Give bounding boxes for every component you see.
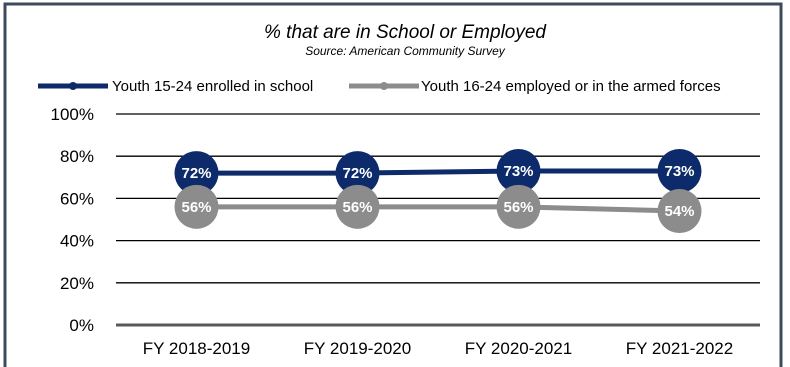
data-label: 56% — [181, 199, 211, 216]
x-tick-label: FY 2019-2020 — [304, 339, 411, 358]
series-line — [196, 204, 680, 214]
data-label: 72% — [181, 165, 211, 182]
data-label: 56% — [503, 199, 533, 216]
gridlines — [116, 113, 760, 327]
data-label: 56% — [342, 199, 372, 216]
data-series: 72% 72% 73% 73% 56% 56% 56% 54% — [174, 148, 702, 234]
data-point — [657, 148, 702, 193]
legend-marker-employed — [380, 82, 388, 90]
data-label: 72% — [342, 165, 372, 182]
x-tick-label: FY 2018-2019 — [143, 339, 250, 358]
x-tick-label: FY 2020-2021 — [465, 339, 572, 358]
series-enrolled: 72% 72% 73% 73% — [174, 148, 702, 196]
data-point — [174, 184, 219, 229]
legend-label-employed: Youth 16-24 employed or in the armed for… — [421, 78, 721, 95]
chart-title: % that are in School or Employed — [264, 22, 547, 43]
x-tick-label: FY 2021-2022 — [626, 339, 733, 358]
data-point — [496, 184, 541, 229]
data-point — [335, 151, 380, 196]
legend-marker-enrolled — [69, 82, 77, 90]
legend-item-employed: Youth 16-24 employed or in the armed for… — [349, 78, 721, 95]
data-point — [496, 148, 541, 193]
x-axis-ticks: FY 2018-2019 FY 2019-2020 FY 2020-2021 FY 2… — [143, 339, 733, 358]
y-tick-label: 40% — [60, 232, 94, 251]
y-tick-label: 20% — [60, 274, 94, 293]
y-tick-label: 100% — [51, 105, 94, 124]
y-axis-ticks: 0% 20% 40% 60% 80% 100% — [51, 105, 94, 335]
y-tick-label: 80% — [60, 147, 94, 166]
legend-item-enrolled: Youth 15-24 enrolled in school — [38, 78, 313, 95]
data-point — [174, 151, 219, 196]
data-label: 73% — [503, 163, 533, 180]
chart-subtitle: Source: American Community Survey — [305, 44, 506, 58]
chart-border — [3, 2, 783, 367]
series-line — [196, 168, 680, 176]
y-tick-label: 60% — [60, 189, 94, 208]
legend: Youth 15-24 enrolled in school Youth 16-… — [38, 78, 721, 95]
data-point — [657, 189, 702, 234]
series-employed: 56% 56% 56% 54% — [174, 184, 702, 234]
data-label: 54% — [664, 203, 694, 220]
data-label: 73% — [664, 163, 694, 180]
legend-label-enrolled: Youth 15-24 enrolled in school — [112, 78, 313, 95]
data-point — [335, 184, 380, 229]
y-tick-label: 0% — [69, 316, 94, 335]
